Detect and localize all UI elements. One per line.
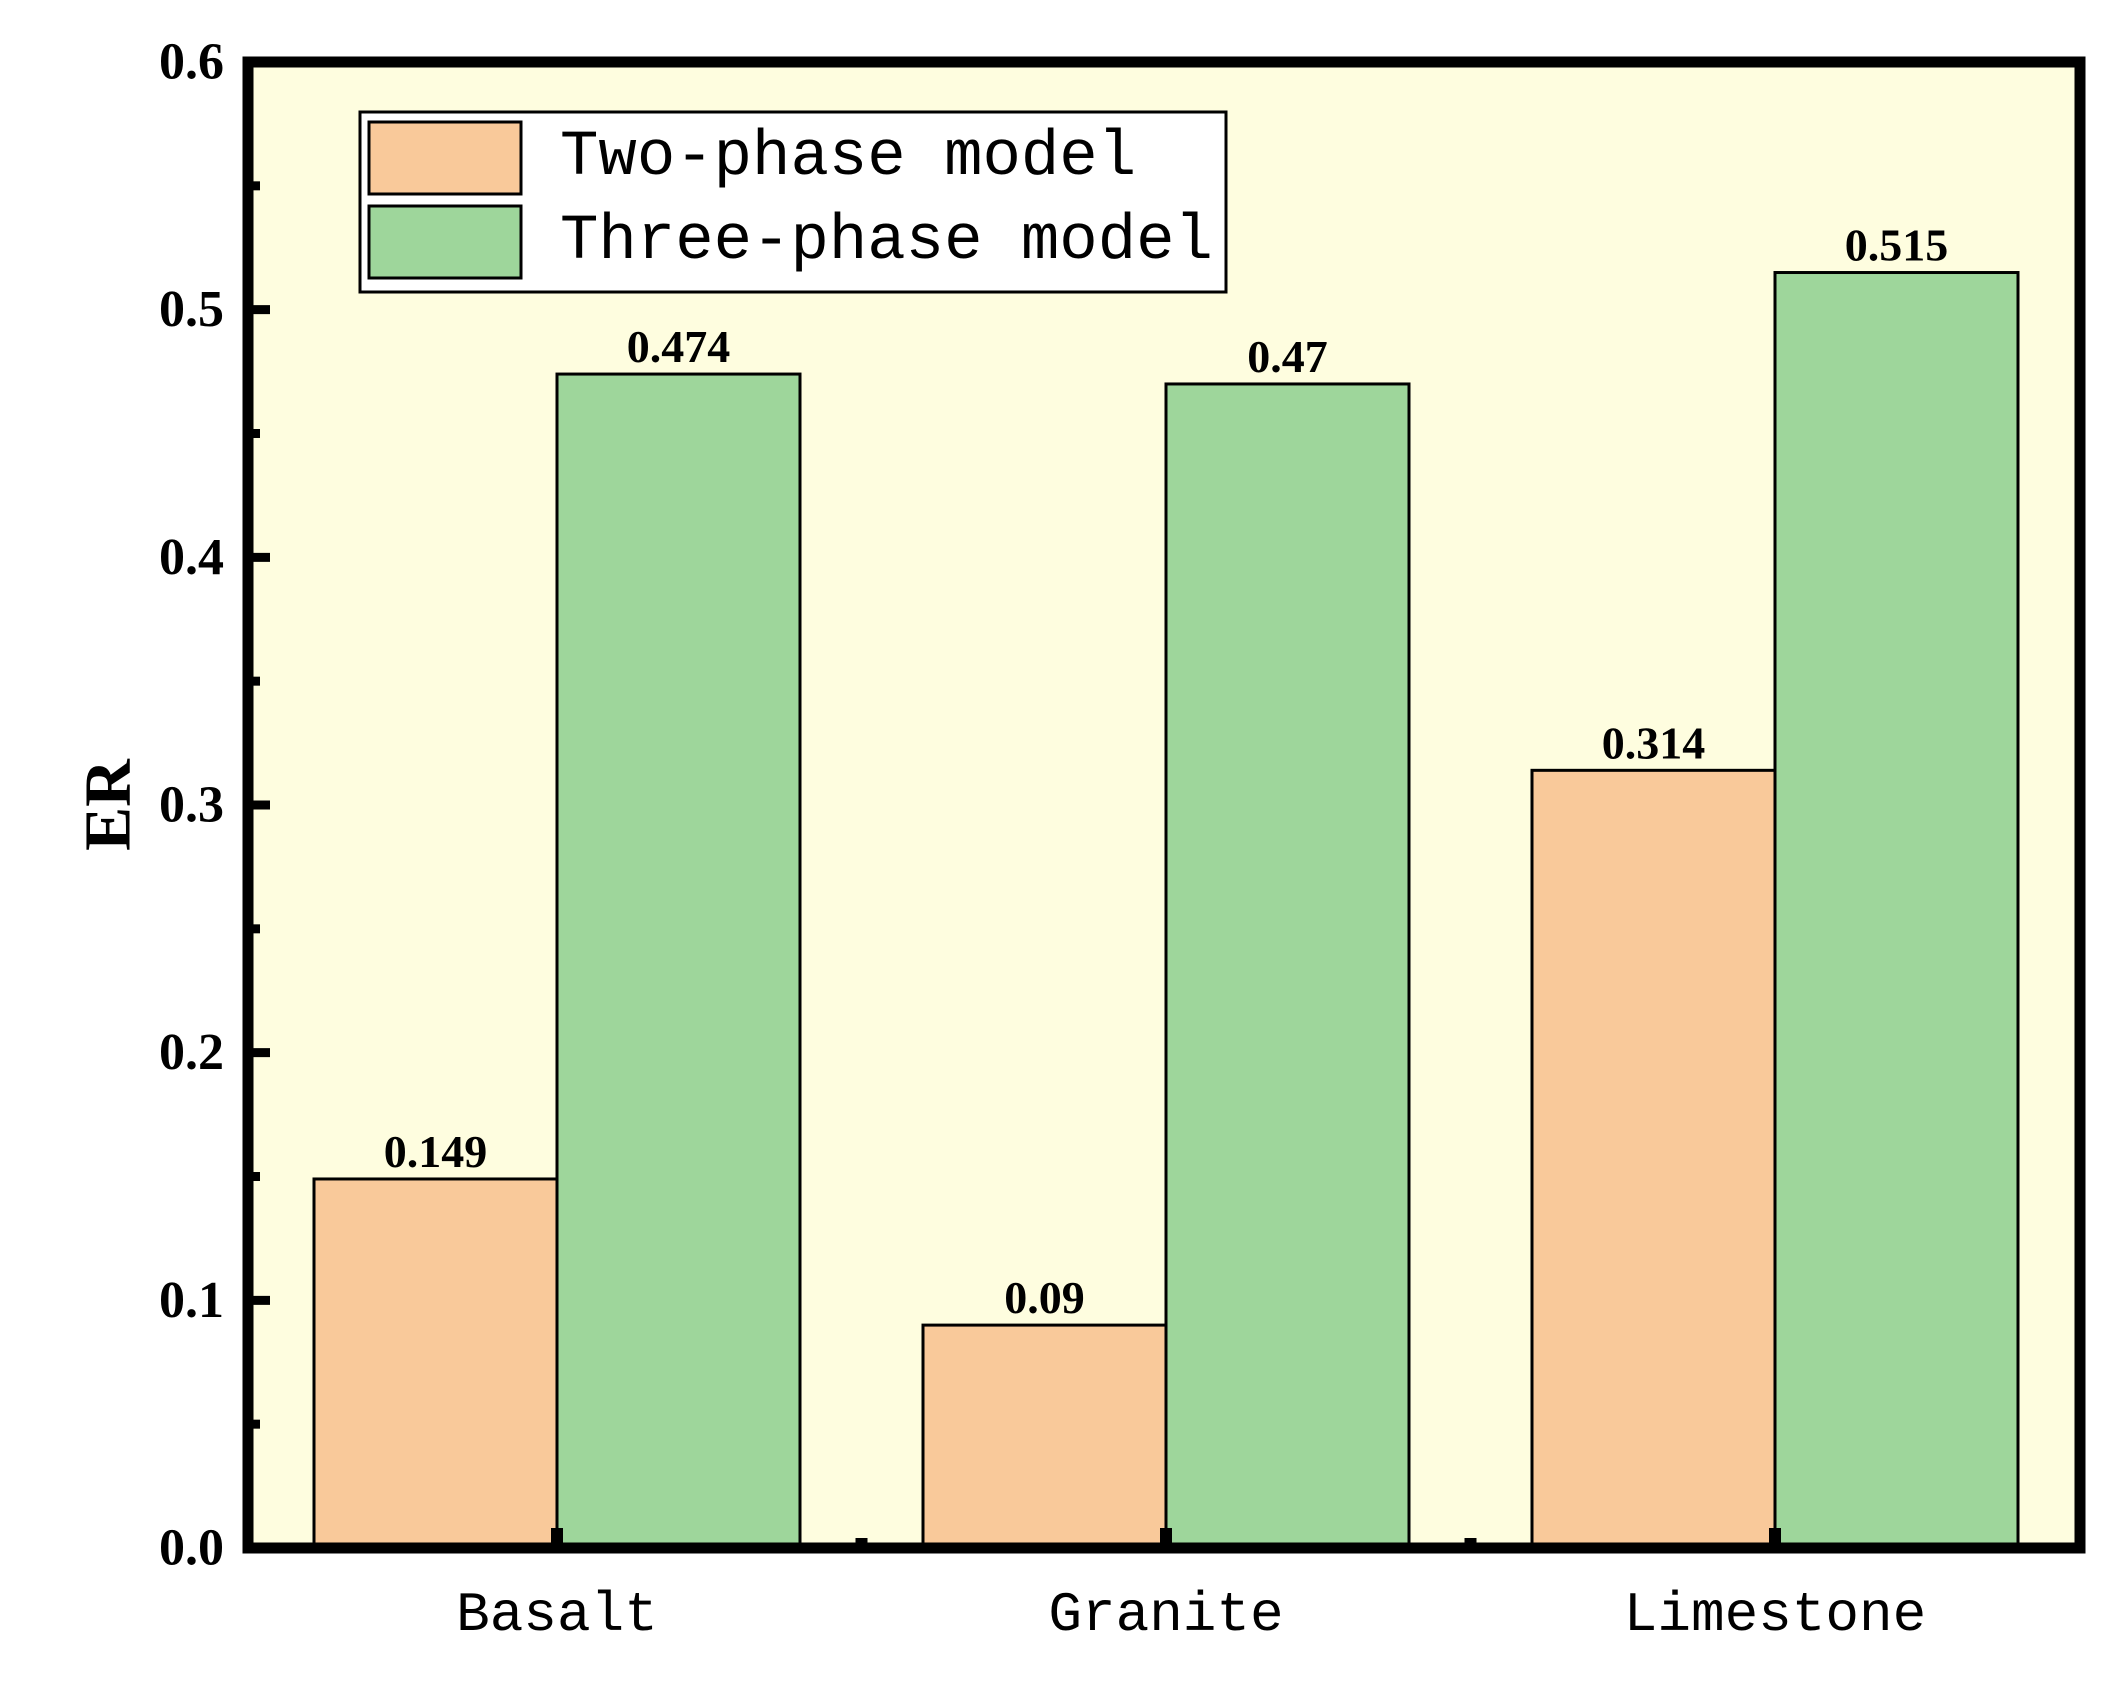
bar-limestone-two-phase <box>1530 768 1777 1550</box>
y-tick-label-0.4: 0.4 <box>159 529 224 586</box>
bar-granite-three-phase <box>1164 382 1411 1550</box>
bar-value-label-granite-two-phase: 0.09 <box>1004 1272 1085 1323</box>
y-tick-label-0.2: 0.2 <box>159 1024 224 1081</box>
legend-swatch-three-phase <box>367 204 523 280</box>
bar-value-label-granite-three-phase: 0.47 <box>1247 331 1328 382</box>
x-tick-label-limestone: Limestone <box>1624 1583 1926 1647</box>
legend: Two-phase model Three-phase model <box>358 110 1228 294</box>
y-tick-label-0.1: 0.1 <box>159 1272 224 1329</box>
bar-basalt-two-phase <box>312 1177 559 1550</box>
legend-label-three-phase: Three-phase model <box>560 206 1213 278</box>
x-tick-label-granite: Granite <box>1048 1583 1283 1647</box>
x-tick-label-basalt: Basalt <box>456 1583 658 1647</box>
bar-value-label-limestone-two-phase: 0.314 <box>1602 717 1706 768</box>
bar-value-label-limestone-three-phase: 0.515 <box>1845 220 1949 271</box>
y-tick-label-0.0: 0.0 <box>159 1520 224 1577</box>
bar-labels-layer: 0.149 0.474 0.09 0.47 0.314 0.515 <box>384 220 1949 1324</box>
y-tick-label-0.6: 0.6 <box>159 34 224 91</box>
legend-label-two-phase: Two-phase model <box>560 122 1136 194</box>
legend-swatch-two-phase <box>367 120 523 196</box>
plot-frame <box>242 56 2086 1554</box>
y-tick-label-0.3: 0.3 <box>159 777 224 834</box>
y-tick-label-0.5: 0.5 <box>159 281 224 338</box>
ticks-layer: Basalt Granite Limestone 0.0 0.1 0.2 0.3 0.4 0.5… <box>159 34 1926 1648</box>
y-axis-title: ER <box>72 758 145 851</box>
bar-value-label-basalt-two-phase: 0.149 <box>384 1126 488 1177</box>
bar-limestone-three-phase <box>1773 271 2020 1550</box>
bars-layer <box>312 271 2020 1550</box>
bar-value-label-basalt-three-phase: 0.474 <box>627 321 731 372</box>
bar-basalt-three-phase <box>555 372 802 1550</box>
bar-granite-two-phase <box>921 1323 1168 1550</box>
